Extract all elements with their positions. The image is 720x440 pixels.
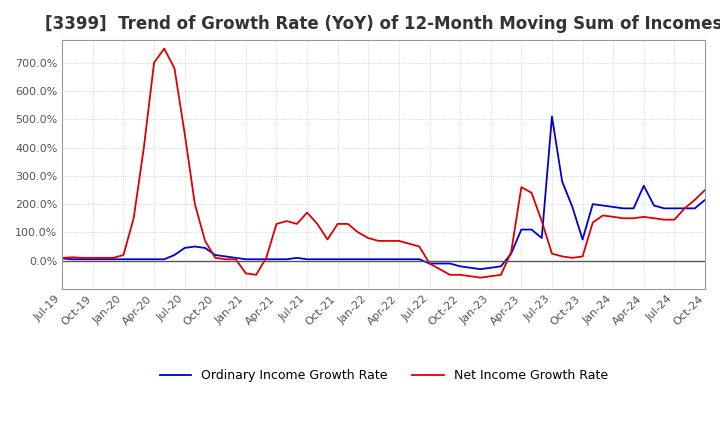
Ordinary Income Growth Rate	[323, 257, 332, 262]
Net Income Growth Rate	[384, 238, 393, 243]
Net Income Growth Rate	[426, 261, 434, 266]
Title: [3399]  Trend of Growth Rate (YoY) of 12-Month Moving Sum of Incomes: [3399] Trend of Growth Rate (YoY) of 12-…	[45, 15, 720, 33]
Ordinary Income Growth Rate	[701, 197, 709, 202]
Ordinary Income Growth Rate	[140, 257, 148, 262]
Legend: Ordinary Income Growth Rate, Net Income Growth Rate: Ordinary Income Growth Rate, Net Income …	[155, 364, 613, 387]
Line: Ordinary Income Growth Rate: Ordinary Income Growth Rate	[62, 117, 705, 269]
Line: Net Income Growth Rate: Net Income Growth Rate	[62, 48, 705, 278]
Net Income Growth Rate	[487, 274, 495, 279]
Ordinary Income Growth Rate	[415, 257, 423, 262]
Net Income Growth Rate	[160, 46, 168, 51]
Net Income Growth Rate	[701, 187, 709, 193]
Net Income Growth Rate	[497, 272, 505, 278]
Net Income Growth Rate	[333, 221, 342, 227]
Net Income Growth Rate	[476, 275, 485, 280]
Ordinary Income Growth Rate	[466, 265, 474, 271]
Ordinary Income Growth Rate	[58, 256, 66, 261]
Ordinary Income Growth Rate	[374, 257, 383, 262]
Ordinary Income Growth Rate	[487, 265, 495, 271]
Ordinary Income Growth Rate	[476, 267, 485, 272]
Net Income Growth Rate	[140, 145, 148, 150]
Ordinary Income Growth Rate	[548, 114, 557, 119]
Net Income Growth Rate	[58, 255, 66, 260]
